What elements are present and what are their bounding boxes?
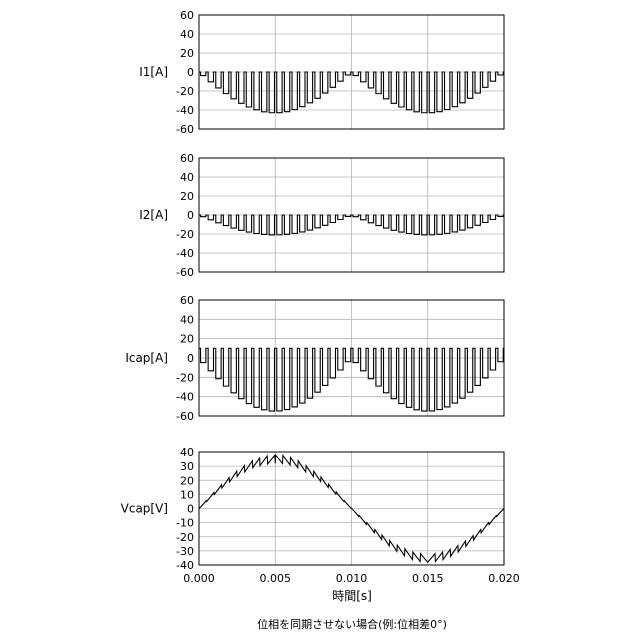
y-tick-label: 20 bbox=[180, 190, 194, 203]
y-tick-label: 40 bbox=[180, 446, 194, 459]
y-tick-label: -20 bbox=[176, 371, 194, 384]
y-tick-label: 0 bbox=[187, 209, 194, 222]
x-tick-label: 0.010 bbox=[336, 572, 368, 585]
y-tick-label: 0 bbox=[187, 503, 194, 516]
y-tick-label: -10 bbox=[176, 517, 194, 530]
y-tick-label: -30 bbox=[176, 545, 194, 558]
y-tick-label: 40 bbox=[180, 313, 194, 326]
y-axis-label: I2[A] bbox=[139, 208, 168, 222]
y-tick-label: 60 bbox=[180, 9, 194, 22]
y-tick-label: -60 bbox=[176, 123, 194, 136]
y-axis-label: Vcap[V] bbox=[121, 502, 168, 516]
y-tick-label: -20 bbox=[176, 85, 194, 98]
y-tick-label: -40 bbox=[176, 104, 194, 117]
y-tick-label: 60 bbox=[180, 152, 194, 165]
panel-3: 60 40 20 0 -20 -40 -60 Icap[A] bbox=[125, 294, 504, 423]
y-tick-label: -40 bbox=[176, 391, 194, 404]
y-tick-label: -20 bbox=[176, 228, 194, 241]
y-tick-label: -60 bbox=[176, 266, 194, 279]
y-axis-label: Icap[A] bbox=[125, 351, 168, 365]
y-tick-label: 30 bbox=[180, 460, 194, 473]
y-tick-label: 40 bbox=[180, 28, 194, 41]
figure-caption: 位相を同期させない場合(例:位相差0°) bbox=[257, 617, 447, 631]
y-tick-label: 20 bbox=[180, 333, 194, 346]
panel-2: 60 40 20 0 -20 -40 -60 I2[A] bbox=[139, 152, 504, 279]
y-tick-label: 0 bbox=[187, 66, 194, 79]
x-tick-label: 0.015 bbox=[412, 572, 444, 585]
y-tick-label: -60 bbox=[176, 410, 194, 423]
y-tick-label: 10 bbox=[180, 488, 194, 501]
x-axis-label: 時間[s] bbox=[332, 589, 372, 603]
y-tick-label: 20 bbox=[180, 47, 194, 60]
y-tick-label: 20 bbox=[180, 474, 194, 487]
y-tick-label: 0 bbox=[187, 352, 194, 365]
y-tick-label: 60 bbox=[180, 294, 194, 307]
panel-1: 60 40 20 0 -20 -40 -60 I1[A] bbox=[139, 9, 504, 136]
y-tick-label: 40 bbox=[180, 171, 194, 184]
y-tick-label: -20 bbox=[176, 531, 194, 544]
y-axis-label: I1[A] bbox=[139, 65, 168, 79]
x-tick-label: 0.020 bbox=[488, 572, 520, 585]
x-tick-label: 0.000 bbox=[183, 572, 215, 585]
x-tick-label: 0.005 bbox=[260, 572, 292, 585]
panel-4: 40302010 0-10-20-30-40 Vcap[V] bbox=[121, 446, 504, 572]
y-tick-label: -40 bbox=[176, 247, 194, 260]
y-tick-label: -40 bbox=[176, 559, 194, 572]
